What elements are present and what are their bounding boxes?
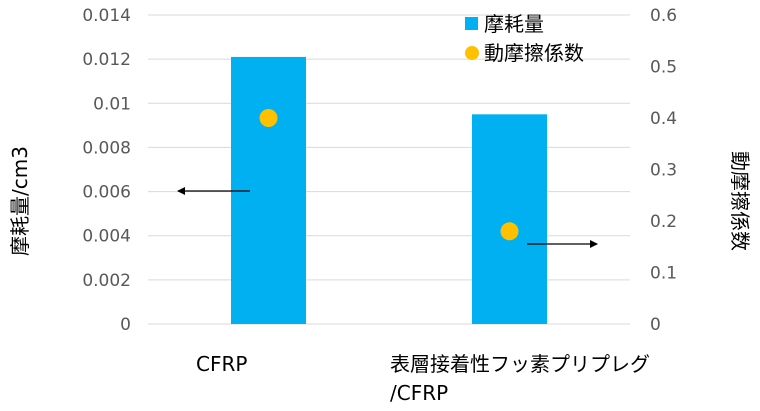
y-tick-label: 0.006 (82, 183, 131, 203)
y-tick-label: 0.002 (82, 271, 131, 291)
left-axis-ticks: 0 0.002 0.004 0.006 0.008 0.01 0.012 0.014 (82, 6, 131, 335)
y2-tick-label: 0 (650, 315, 661, 335)
y-axis-title: 摩耗量/cm3 (8, 146, 32, 256)
y-tick-label: 0.014 (82, 6, 131, 26)
point (500, 222, 519, 241)
y2-axis-title: 動摩擦係数 (728, 151, 752, 251)
right-axis-ticks: 0 0.1 0.2 0.3 0.4 0.5 0.6 (650, 6, 677, 335)
category-label: 表層接着性フッ素プリプレグ/CFRP (390, 352, 650, 405)
y2-tick-label: 0.6 (650, 6, 677, 26)
y-tick-label: 0.012 (82, 50, 131, 70)
legend-label: 摩耗量 (484, 12, 544, 36)
point (259, 109, 278, 127)
y-tick-label: 0.004 (82, 227, 131, 247)
legend-swatch (465, 17, 478, 30)
bar (472, 114, 547, 324)
y-tick-label: 0.008 (82, 138, 131, 158)
y-tick-label: 0.01 (93, 94, 131, 114)
legend-label: 動摩擦係数 (484, 41, 584, 65)
y2-tick-label: 0.4 (650, 109, 677, 129)
legend-marker (465, 46, 479, 60)
y2-tick-label: 0.1 (650, 264, 677, 284)
y2-tick-label: 0.5 (650, 58, 677, 78)
category-labels: CFRP 表層接着性フッ素プリプレグ/CFRP (196, 352, 650, 405)
y2-tick-label: 0.3 (650, 161, 677, 181)
y-tick-label: 0 (120, 315, 131, 335)
bar-series (231, 56, 547, 324)
point-series (259, 109, 519, 241)
y2-tick-label: 0.2 (650, 212, 677, 232)
category-label: CFRP (196, 352, 247, 376)
